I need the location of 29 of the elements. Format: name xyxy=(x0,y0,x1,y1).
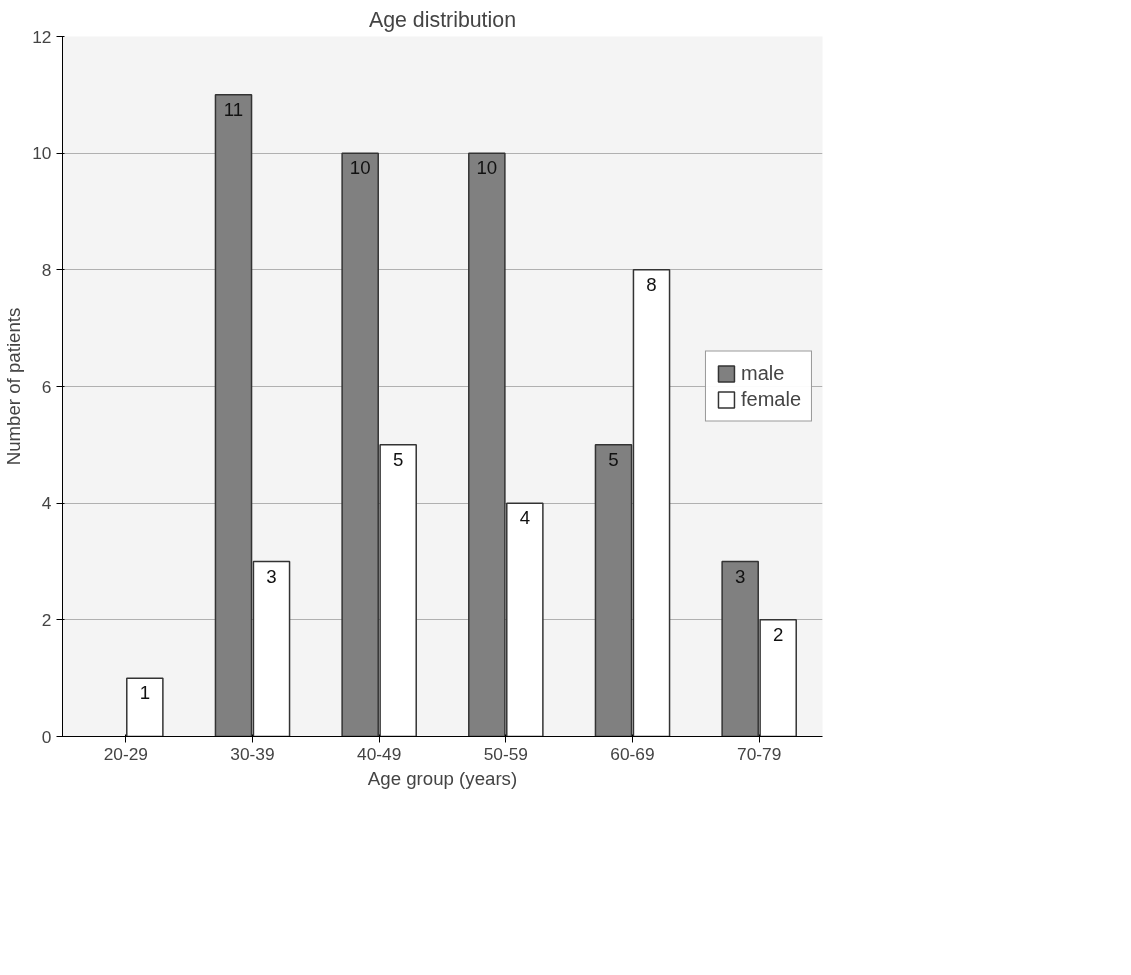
chart-title: Age distribution xyxy=(368,7,517,32)
y-tick-label: 10 xyxy=(32,143,52,164)
x-axis-title: Age group (years) xyxy=(367,767,518,789)
data-label: 1 xyxy=(139,682,151,704)
data-label: 10 xyxy=(476,157,498,179)
data-label: 11 xyxy=(223,98,244,120)
x-tick-label: 60-69 xyxy=(610,743,655,764)
x-tick-label: 30-39 xyxy=(230,743,275,764)
y-tick-label: 0 xyxy=(41,726,52,747)
y-tick-label: 8 xyxy=(41,259,52,280)
data-label: 5 xyxy=(392,448,404,470)
y-tick-label: 4 xyxy=(41,493,52,514)
data-label: 5 xyxy=(608,448,619,470)
data-label: 2 xyxy=(772,623,784,645)
legend-label: male xyxy=(740,361,785,385)
data-label: 10 xyxy=(349,157,371,179)
legend-label: female xyxy=(740,387,801,411)
data-label: 8 xyxy=(646,273,657,295)
y-tick-label: 12 xyxy=(32,26,52,47)
y-tick-label: 6 xyxy=(41,376,52,397)
data-label: 4 xyxy=(519,507,531,529)
y-axis-title: Number of patients xyxy=(3,307,25,466)
x-tick-label: 70-79 xyxy=(737,743,782,764)
x-tick-label: 20-29 xyxy=(103,743,148,764)
x-tick-label: 50-59 xyxy=(483,743,528,764)
data-label: 3 xyxy=(734,565,746,587)
x-tick-label: 40-49 xyxy=(357,743,402,764)
y-tick-label: 2 xyxy=(41,609,52,630)
data-label: 3 xyxy=(266,565,277,587)
